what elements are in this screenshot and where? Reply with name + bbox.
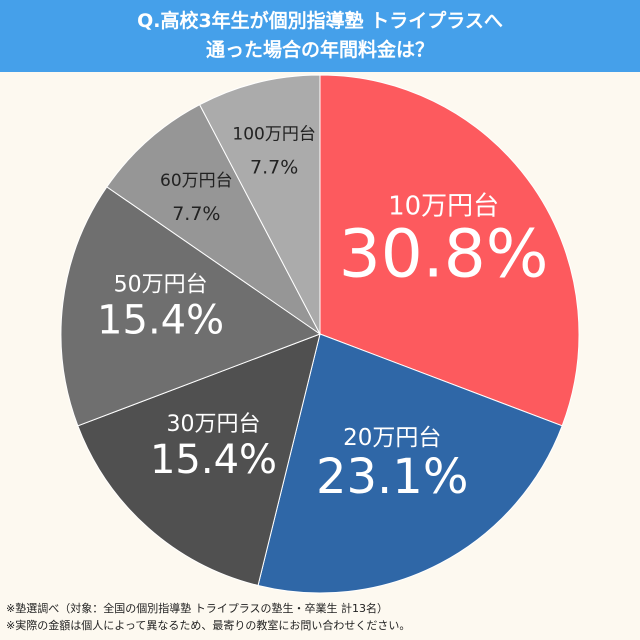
slice-value-5: 7.7%: [172, 203, 220, 225]
title-line-1: Q.高校3年生が個別指導塾 トライプラスへ: [137, 10, 503, 32]
pie-slice-3: [77, 333, 321, 587]
title-line-2: 通った場合の年間料金は？: [205, 39, 434, 61]
slice-label-2: 20万円台: [343, 425, 441, 451]
slice-label-5: 60万円台: [160, 171, 233, 191]
pie-slice-6: [198, 74, 321, 335]
pie-slice-1: [319, 74, 580, 427]
pie-slice-5: [106, 103, 321, 335]
chart-title: Q.高校3年生が個別指導塾 トライプラスへ 通った場合の年間料金は？: [0, 0, 640, 72]
slice-label-3: 30万円台: [167, 412, 261, 437]
slice-label-6: 100万円台: [232, 124, 315, 144]
pie-slice-2: [257, 333, 563, 594]
slice-value-6: 7.7%: [250, 156, 298, 178]
slice-value-3: 15.4%: [150, 437, 277, 483]
slice-value-2: 23.1%: [316, 449, 468, 505]
footnote-source: ※塾選調べ（対象：全国の個別指導塾 トライプラスの塾生・卒業生 計13名）: [6, 602, 388, 615]
footnotes: ※塾選調べ（対象：全国の個別指導塾 トライプラスの塾生・卒業生 計13名） ※実…: [6, 600, 410, 634]
slice-value-1: 30.8%: [339, 216, 549, 293]
slice-value-4: 15.4%: [97, 298, 224, 344]
pie-slice-4: [60, 186, 322, 427]
slice-label-1: 10万円台: [388, 192, 499, 222]
slice-label-4: 50万円台: [114, 273, 208, 298]
footnote-disclaimer: ※実際の金額は個人によって異なるため、最寄りの教室にお問い合わせください。: [6, 619, 411, 632]
